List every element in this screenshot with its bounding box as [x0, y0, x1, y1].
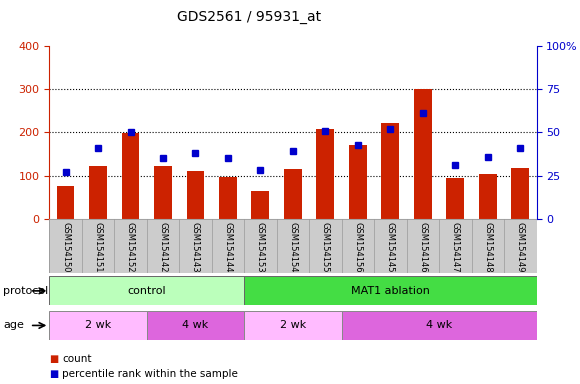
Text: GSM154152: GSM154152 — [126, 222, 135, 272]
Text: GSM154153: GSM154153 — [256, 222, 265, 272]
Text: GSM154144: GSM154144 — [223, 222, 233, 272]
Bar — [244, 276, 536, 305]
Text: GSM154146: GSM154146 — [418, 222, 427, 272]
Text: GSM154145: GSM154145 — [386, 222, 395, 272]
Text: GSM154147: GSM154147 — [451, 222, 460, 272]
Text: GSM154156: GSM154156 — [353, 222, 362, 272]
Text: GSM154155: GSM154155 — [321, 222, 330, 272]
Text: percentile rank within the sample: percentile rank within the sample — [62, 369, 238, 379]
Text: ■: ■ — [49, 354, 59, 364]
Bar — [479, 174, 496, 219]
Bar — [49, 276, 244, 305]
Text: control: control — [128, 286, 166, 296]
Bar — [57, 187, 74, 219]
Bar — [414, 89, 432, 219]
Bar — [49, 311, 147, 340]
Bar — [252, 191, 269, 219]
Text: GSM154150: GSM154150 — [61, 222, 70, 272]
Text: GDS2561 / 95931_at: GDS2561 / 95931_at — [177, 10, 321, 23]
Bar — [284, 169, 302, 219]
Text: 2 wk: 2 wk — [85, 320, 111, 331]
Text: GSM154151: GSM154151 — [93, 222, 103, 272]
Bar — [187, 171, 204, 219]
Bar — [447, 178, 464, 219]
Text: GSM154149: GSM154149 — [516, 222, 525, 272]
Bar — [244, 311, 342, 340]
Bar — [512, 168, 529, 219]
Text: GSM154142: GSM154142 — [158, 222, 168, 272]
Bar — [147, 311, 244, 340]
Text: ■: ■ — [49, 369, 59, 379]
Bar — [122, 133, 139, 219]
Bar — [349, 146, 367, 219]
Bar — [317, 129, 334, 219]
Text: count: count — [62, 354, 92, 364]
Text: GSM154148: GSM154148 — [483, 222, 492, 272]
Bar — [219, 177, 237, 219]
Bar — [342, 311, 536, 340]
Text: MAT1 ablation: MAT1 ablation — [351, 286, 430, 296]
Text: 4 wk: 4 wk — [426, 320, 452, 331]
Text: GSM154143: GSM154143 — [191, 222, 200, 272]
Bar — [382, 123, 399, 219]
Bar — [89, 166, 107, 219]
Bar — [154, 166, 172, 219]
Text: protocol: protocol — [3, 286, 48, 296]
Text: 2 wk: 2 wk — [280, 320, 306, 331]
Text: age: age — [3, 320, 24, 331]
Text: GSM154154: GSM154154 — [288, 222, 298, 272]
Text: 4 wk: 4 wk — [182, 320, 209, 331]
